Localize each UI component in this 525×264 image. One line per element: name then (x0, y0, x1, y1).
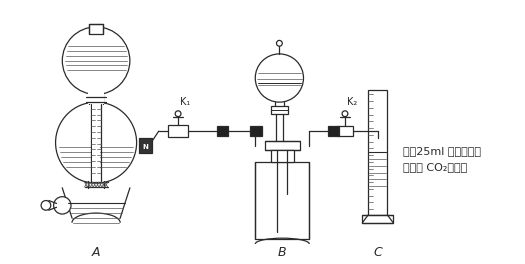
Circle shape (62, 27, 130, 95)
Bar (169, 125, 188, 137)
Bar (89, 24, 103, 34)
Circle shape (277, 40, 282, 46)
Bar (92, 104, 100, 181)
Bar (368, 89, 387, 215)
Text: A: A (92, 246, 100, 259)
Bar (362, 215, 393, 223)
Circle shape (255, 54, 303, 102)
Bar (337, 126, 353, 136)
Text: N: N (142, 144, 148, 149)
Bar (88, 92, 104, 104)
Bar (271, 106, 288, 114)
Bar (250, 126, 262, 136)
Bar (271, 150, 294, 162)
Circle shape (175, 111, 181, 117)
Circle shape (56, 102, 136, 183)
Text: K₁: K₁ (180, 97, 190, 107)
Bar (265, 141, 300, 150)
Text: 装有25ml 液体（该液: 装有25ml 液体（该液 (403, 145, 481, 155)
Text: 体不与 CO₂反应）: 体不与 CO₂反应） (403, 162, 467, 172)
Bar (217, 126, 228, 136)
Circle shape (41, 201, 51, 210)
Text: C: C (373, 246, 382, 259)
Text: B: B (278, 246, 287, 259)
Bar (328, 126, 339, 136)
Text: K₂: K₂ (347, 97, 357, 107)
Bar (255, 162, 309, 239)
Circle shape (342, 111, 348, 117)
Bar (139, 138, 152, 153)
Circle shape (54, 197, 71, 214)
